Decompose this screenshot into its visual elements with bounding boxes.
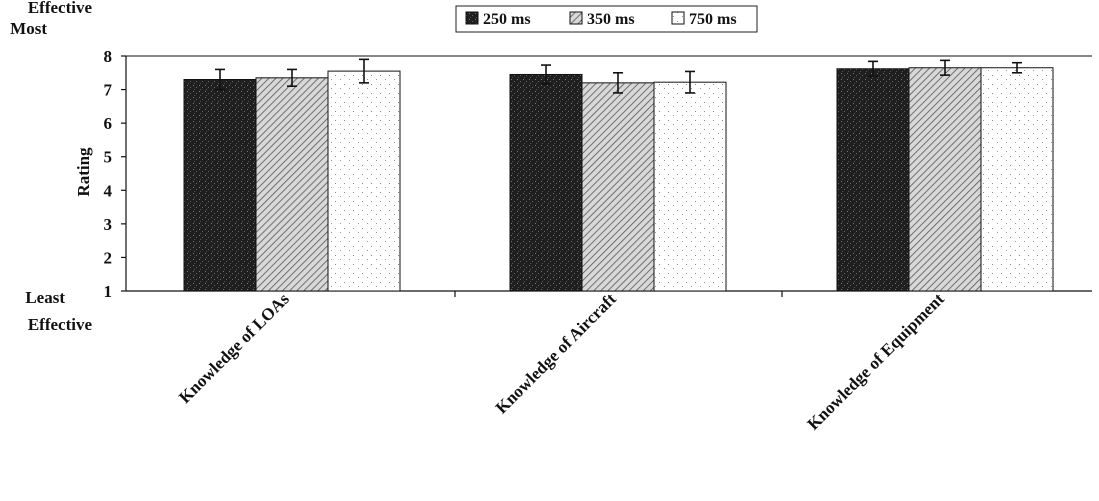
legend-swatch bbox=[569, 11, 583, 25]
error-bar bbox=[541, 64, 551, 85]
legend-frame bbox=[455, 5, 758, 33]
bar-350ms-1 bbox=[581, 82, 655, 292]
y-extreme-labels: Most Effective Least Effective bbox=[10, 0, 92, 334]
error-bar bbox=[287, 68, 297, 88]
x-tick-label: Knowledge of LOAs bbox=[175, 289, 293, 407]
y-ticks: 1 2 3 4 5 6 7 8 bbox=[104, 47, 126, 301]
bar-750ms-0 bbox=[327, 70, 401, 292]
y-top-label-line2: Effective bbox=[28, 0, 93, 17]
bar-250ms-1 bbox=[509, 73, 583, 292]
y-bottom-label-line2: Effective bbox=[28, 315, 93, 334]
legend-label: 750 ms bbox=[689, 11, 737, 28]
bar-350ms-2 bbox=[908, 67, 982, 292]
error-bars bbox=[215, 58, 1022, 94]
y-tick-label: 6 bbox=[104, 114, 113, 133]
y-tick-label: 4 bbox=[104, 181, 113, 200]
error-bar bbox=[1012, 61, 1022, 74]
error-bar bbox=[940, 59, 950, 76]
bar-250ms-0 bbox=[183, 79, 257, 292]
bars bbox=[183, 67, 1054, 292]
y-tick-label: 2 bbox=[104, 248, 113, 267]
y-tick-label: 1 bbox=[104, 282, 113, 301]
legend: 250 ms 350 ms 750 ms bbox=[455, 5, 758, 33]
legend-swatch bbox=[671, 11, 685, 25]
x-tick-label: Knowledge of Equipment bbox=[803, 289, 948, 434]
error-bar bbox=[685, 70, 695, 94]
legend-label: 250 ms bbox=[483, 11, 531, 28]
error-bar bbox=[868, 60, 878, 77]
y-top-label-line1: Most bbox=[10, 19, 47, 38]
legend-label: 350 ms bbox=[587, 11, 635, 28]
legend-swatch bbox=[465, 11, 479, 25]
error-bar bbox=[613, 71, 623, 94]
y-tick-label: 5 bbox=[104, 148, 113, 167]
bar-350ms-0 bbox=[255, 77, 329, 292]
y-tick-label: 3 bbox=[104, 215, 113, 234]
y-tick-label: 7 bbox=[104, 81, 113, 100]
error-bar bbox=[215, 68, 225, 91]
y-bottom-label-line1: Least bbox=[25, 288, 65, 307]
bar-750ms-1 bbox=[653, 81, 727, 292]
x-tick-label: Knowledge of Aircraft bbox=[492, 289, 620, 417]
error-bar bbox=[359, 58, 369, 84]
x-tick-labels: Knowledge of LOAs Knowledge of Aircraft Kn… bbox=[175, 289, 948, 434]
bar-750ms-2 bbox=[980, 67, 1054, 292]
bar-250ms-2 bbox=[836, 68, 910, 292]
y-tick-label: 8 bbox=[104, 47, 113, 66]
y-axis-label: Rating bbox=[74, 147, 93, 197]
